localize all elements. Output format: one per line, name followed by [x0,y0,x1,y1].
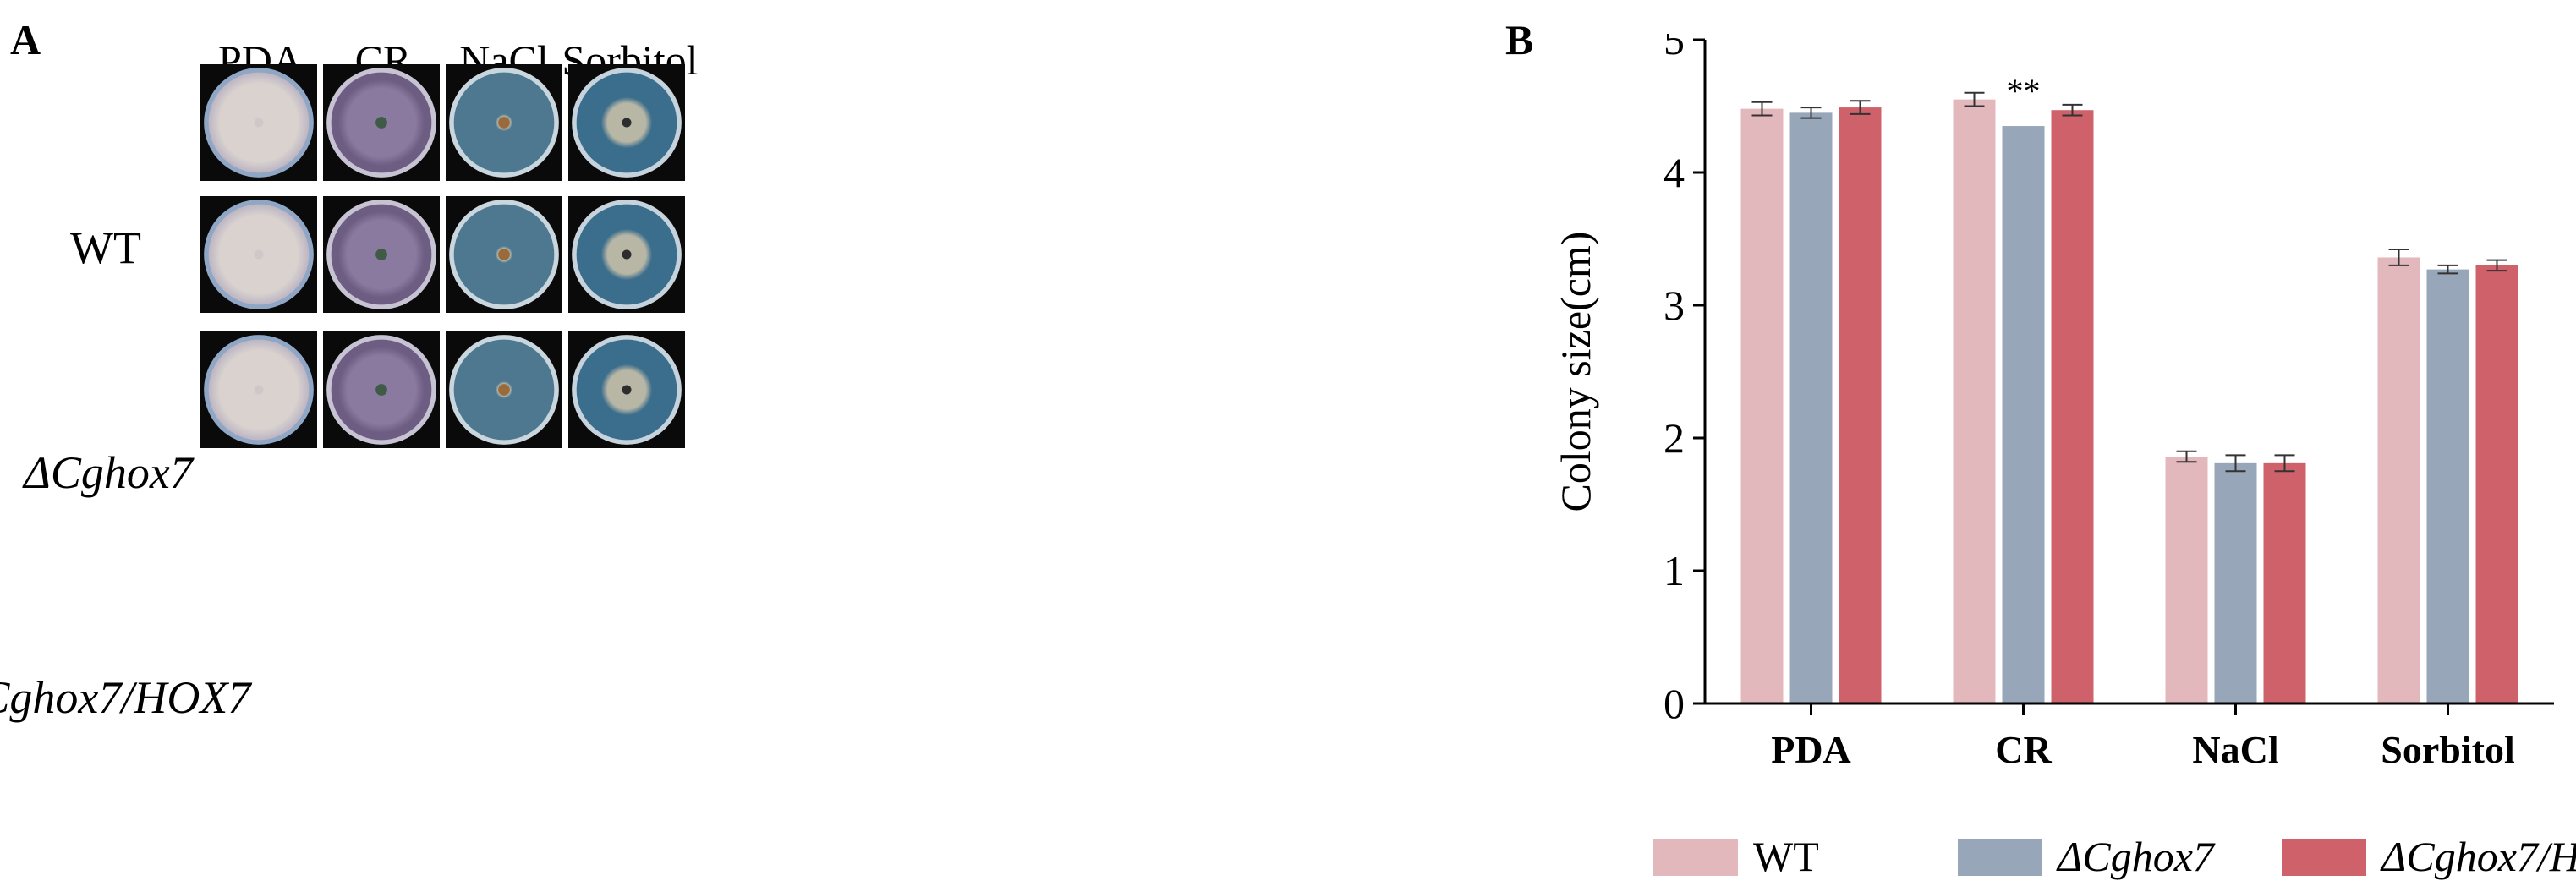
bar [1789,112,1833,704]
plate-image-mutant-pda [200,196,317,313]
row-label-complemented-strain: ΔCghox7/HOX7 [0,672,251,723]
colony-size-bar-chart: 0 1 2 3 4 5 PDA CR NaCl Sorbitol Colony size(cm)… [1552,34,2554,771]
legend-label: ΔCghox7/Hox7 [2381,833,2576,880]
plate-image-mutant-nacl [446,196,562,313]
plate-image-wt-cr [323,64,440,181]
x-tick-labels: PDA CR NaCl Sorbitol [1771,728,2515,771]
legend-swatch [2282,839,2366,876]
legend-label: ΔCghox7 [2058,833,2214,880]
bar [2214,462,2257,703]
bar [1740,108,1784,703]
bar [2051,110,2094,704]
y-tick-label: 0 [1663,680,1685,727]
bar [2475,265,2518,703]
y-tick-label: 3 [1663,282,1685,329]
row-label-wt: WT [70,222,141,273]
legend-swatch [1958,839,2042,876]
x-tick-label: CR [1995,728,2052,771]
legend-label: WT [1753,833,1819,880]
panel-b-letter: B [1505,16,1534,63]
y-tick-labels: 0 1 2 3 4 5 [1663,34,1685,727]
legend-swatch [1653,839,1738,876]
x-tick-label: PDA [1771,728,1851,771]
plate-image-mutant-cr [323,196,440,313]
plate-image-complement-sorbitol [568,331,685,448]
bar [1953,99,1996,703]
plate-image-mutant-sorbitol [568,196,685,313]
significance-annotations: ** [2007,72,2041,110]
plate-image-wt-nacl [446,64,562,181]
plate-image-complement-pda [200,331,317,448]
bar [2165,456,2208,703]
y-tick-label: 4 [1663,149,1685,196]
plate-image-wt-sorbitol [568,64,685,181]
bar [2426,269,2469,703]
bar [2377,257,2420,704]
bar-group [1740,99,2518,704]
panel-a-letter: A [10,16,41,63]
plate-image-complement-cr [323,331,440,448]
plate-image-wt-pda [200,64,317,181]
y-tick-label: 1 [1663,547,1685,594]
bar [2263,462,2306,703]
y-axis-label: Colony size(cm) [1552,232,1599,512]
y-tick-label: 5 [1663,34,1685,63]
x-tick-label: NaCl [2192,728,2278,771]
bar [1839,107,1882,703]
significance-marker: ** [2007,72,2041,110]
row-label-deletion-mutant: ΔCghox7 [24,447,193,498]
axes [1693,38,2554,715]
bar [2002,126,2045,704]
y-tick-label: 2 [1663,414,1685,462]
plate-image-complement-nacl [446,331,562,448]
error-bar-group [1751,91,2507,473]
x-tick-label: Sorbitol [2381,728,2514,771]
